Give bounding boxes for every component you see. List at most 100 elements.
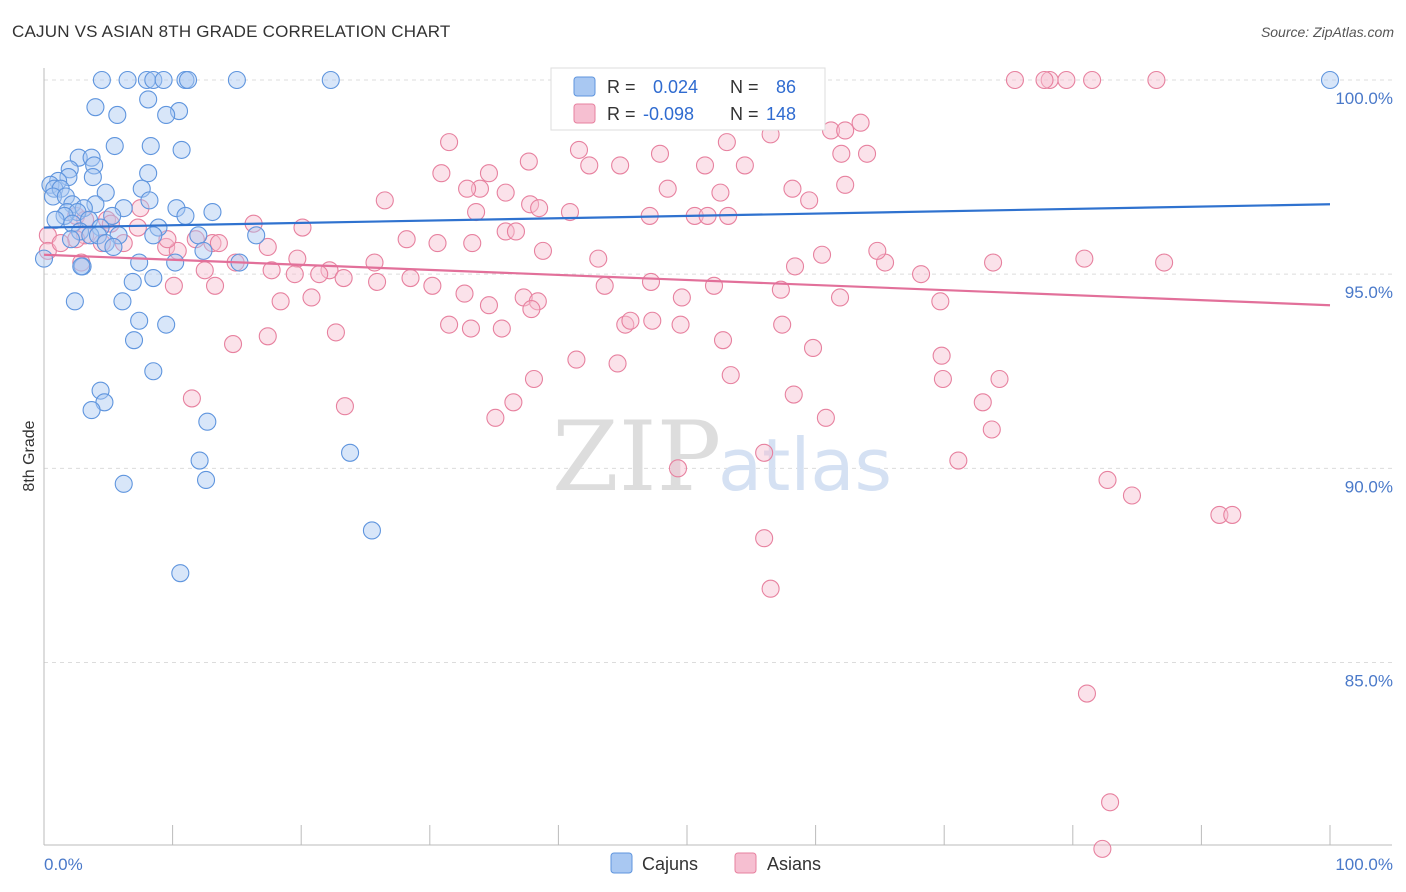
legend-n-label-asians: N =: [730, 104, 759, 124]
legend-n-label-cajuns: N =: [730, 77, 759, 97]
cajun-point: [55, 206, 74, 225]
asian-point: [1075, 249, 1094, 268]
cajun-point: [190, 451, 209, 470]
cajun-point: [82, 401, 101, 420]
legend-n-value-cajuns: 86: [776, 77, 796, 97]
cajun-point: [65, 292, 84, 311]
legend-n-value-asians: 148: [766, 104, 796, 124]
y-tick-label: 85.0%: [1345, 671, 1393, 690]
legend-r-value-cajuns: 0.024: [653, 77, 698, 97]
asian-point: [262, 261, 281, 280]
asian-point: [205, 276, 225, 295]
cajun-point: [362, 521, 381, 540]
asian-point: [580, 156, 599, 175]
cajun-point: [144, 268, 163, 288]
bottom-legend: Cajuns Asians: [610, 852, 821, 874]
asian-point: [931, 292, 950, 311]
cajun-point: [113, 292, 132, 311]
asian-point: [455, 284, 474, 303]
asian-point: [463, 234, 482, 253]
asian-point: [128, 218, 147, 237]
asian-point: [1093, 839, 1112, 858]
asian-point: [157, 237, 176, 257]
asian-point: [1122, 486, 1142, 505]
asian-trendline: [43, 253, 1331, 307]
asian-point: [672, 288, 691, 307]
cajun-point: [86, 98, 105, 117]
asian-point: [182, 389, 201, 408]
asian-point: [668, 459, 688, 478]
cajun-point: [341, 443, 360, 462]
legend-swatch-cajuns: [573, 76, 596, 97]
asian-point: [755, 443, 774, 462]
legend-box: [550, 67, 826, 131]
asian-point: [990, 369, 1009, 389]
asian-point: [401, 268, 420, 288]
asian-point: [288, 249, 307, 268]
asian-point: [335, 397, 354, 416]
asian-point: [1210, 505, 1229, 524]
axes: [43, 68, 1392, 846]
asian-point: [458, 179, 477, 198]
asian-point: [761, 579, 780, 598]
cajun-point: [123, 272, 142, 291]
asian-point: [1077, 684, 1096, 703]
cajun-point: [118, 70, 137, 90]
asian-point: [857, 144, 877, 163]
bottom-legend-label-asians: Asians: [767, 854, 821, 874]
asian-point: [650, 144, 670, 163]
asian-point: [589, 249, 608, 268]
cajun-point: [154, 70, 173, 90]
legend-r-label-cajuns: R =: [607, 77, 636, 97]
legend-r-label-asians: R =: [607, 104, 636, 124]
asian-point: [522, 300, 541, 319]
asian-point: [785, 257, 805, 276]
asian-point: [302, 288, 321, 307]
x-tick-label: 100.0%: [1335, 855, 1393, 874]
cajun-point: [196, 470, 216, 490]
cajun-point: [141, 136, 160, 156]
watermark-zip: ZIP: [552, 401, 721, 513]
cajun-point: [172, 140, 191, 159]
asian-point: [470, 179, 490, 198]
cajun-point: [178, 70, 198, 90]
asian-point: [836, 175, 855, 194]
asian-point: [506, 222, 526, 241]
asian-point: [164, 276, 183, 295]
cajun-point: [103, 206, 122, 225]
asian-point: [803, 338, 823, 357]
cajun-point: [203, 202, 222, 222]
asian-point: [428, 234, 447, 253]
asian-point: [334, 268, 353, 288]
cajun-point: [104, 237, 123, 257]
asian-point: [368, 272, 387, 291]
asian-point: [643, 311, 662, 330]
asian-point: [621, 311, 640, 330]
cajun-point: [157, 315, 176, 334]
bottom-legend-swatch-asians: [734, 852, 757, 874]
cajun-point: [124, 331, 144, 350]
cajun-point: [72, 257, 91, 276]
asian-point: [812, 245, 832, 264]
asian-point: [713, 331, 733, 350]
asian-point: [755, 529, 774, 548]
asian-point: [836, 121, 855, 140]
asian-point: [832, 144, 851, 163]
cajun-point: [108, 105, 127, 124]
asian-point: [533, 241, 553, 260]
legend-r-value-asians: -0.098: [643, 104, 694, 124]
asian-point: [569, 140, 589, 159]
cajun-point: [144, 226, 163, 245]
y-tick-label: 95.0%: [1345, 283, 1393, 302]
cajun-point: [247, 226, 266, 245]
chart-title: CAJUN VS ASIAN 8TH GRADE CORRELATION CHA…: [12, 22, 451, 41]
cajun-point: [144, 70, 163, 90]
asian-point: [486, 408, 505, 427]
asian-point: [1098, 470, 1117, 490]
asian-point: [717, 133, 736, 152]
asian-point: [560, 202, 580, 222]
asian-point: [504, 393, 523, 412]
cajun-point: [130, 253, 149, 272]
asian-point: [440, 133, 459, 152]
cajun-point: [46, 210, 65, 229]
